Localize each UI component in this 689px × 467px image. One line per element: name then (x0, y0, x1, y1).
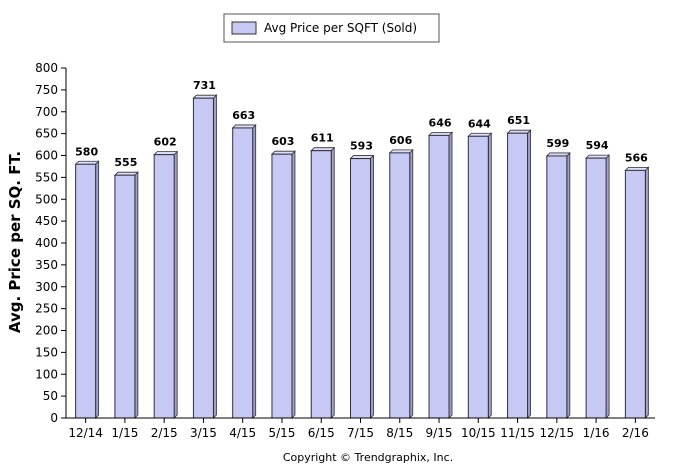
bar (271, 153, 293, 419)
bar-value-label: 593 (350, 140, 373, 153)
bar-group: 611 (310, 132, 336, 419)
bar (114, 174, 136, 419)
bar-group: 731 (192, 79, 218, 419)
bar (192, 97, 214, 419)
bar-group: 651 (506, 114, 532, 419)
bar-series: 580 555 602 731 663 603 611 593 606 646 644 651 599 5… (74, 79, 650, 419)
bar (585, 157, 607, 419)
y-tick-label: 200 (35, 324, 58, 338)
x-tick-label: 10/15 (461, 426, 496, 440)
legend-box (223, 13, 440, 43)
y-tick-label: 50 (43, 389, 58, 403)
y-tick-label: 750 (35, 83, 58, 97)
copyright-text: Copyright © Trendgraphix, Inc. (283, 451, 453, 464)
legend-swatch (231, 21, 257, 35)
x-tick-label: 8/15 (386, 426, 413, 440)
y-tick-label: 550 (35, 170, 58, 184)
x-tick-label: 4/15 (229, 426, 256, 440)
x-tick-label: 3/15 (190, 426, 217, 440)
x-tick-label: 1/15 (111, 426, 138, 440)
bar (624, 169, 646, 419)
bar (153, 154, 175, 419)
bar (310, 150, 332, 419)
y-tick-label: 0 (50, 411, 58, 425)
bar-value-label: 611 (311, 132, 334, 145)
x-tick-label: 12/14 (68, 426, 103, 440)
bar-group: 580 (74, 145, 100, 419)
bar (507, 132, 529, 419)
bar-value-label: 603 (271, 135, 294, 148)
bar-group: 602 (153, 136, 179, 419)
bar-value-label: 594 (586, 139, 609, 152)
bar-value-label: 646 (429, 116, 452, 129)
bar (350, 158, 371, 419)
legend-label: Avg Price per SQFT (Sold) (264, 21, 417, 35)
y-tick-label: 100 (35, 367, 58, 381)
y-tick-label: 450 (35, 214, 58, 228)
bar-value-label: 644 (468, 117, 491, 130)
bar-group: 606 (388, 134, 414, 419)
y-tick-label: 350 (35, 258, 58, 272)
x-tick-label: 5/15 (268, 426, 295, 440)
bar-group: 593 (349, 140, 375, 419)
bar-group: 555 (113, 156, 139, 419)
y-axis: 0 50 100 150 200 250 300 350 400 450 500 550 600 650 7… (35, 61, 67, 425)
legend: Avg Price per SQFT (Sold) (223, 13, 440, 43)
bar-group: 644 (467, 117, 493, 419)
bar (389, 152, 411, 419)
y-tick-label: 650 (35, 127, 58, 141)
bar-value-label: 602 (154, 136, 177, 149)
x-axis: 12/14 1/15 2/15 3/15 4/15 5/15 6/15 7/15 8/15 9/1… (66, 417, 655, 440)
y-tick-label: 150 (35, 345, 58, 359)
bar (428, 134, 450, 419)
x-tick-label: 2/16 (622, 426, 649, 440)
x-tick-label: 12/15 (540, 426, 575, 440)
y-tick-label: 500 (35, 192, 58, 206)
y-tick-label: 800 (35, 61, 58, 75)
bar (467, 135, 489, 419)
y-axis-title: Avg. Price per SQ. FT. (6, 151, 24, 333)
bar-value-label: 555 (114, 156, 137, 169)
bar-group: 646 (428, 116, 453, 419)
bar-group: 599 (545, 137, 571, 419)
bar-group: 603 (271, 135, 296, 419)
bar-value-label: 580 (75, 145, 98, 158)
y-tick-label: 250 (35, 302, 58, 316)
bar-value-label: 651 (507, 114, 530, 127)
bar-value-label: 566 (625, 151, 648, 164)
x-tick-label: 11/15 (500, 426, 535, 440)
bar-value-label: 663 (232, 109, 255, 122)
y-tick-label: 600 (35, 149, 58, 163)
bar (232, 127, 254, 419)
x-tick-label: 1/16 (583, 426, 610, 440)
bar-value-label: 731 (193, 79, 216, 92)
bar (75, 163, 97, 419)
y-tick-label: 300 (35, 280, 58, 294)
bar (546, 155, 568, 419)
bar-value-label: 606 (389, 134, 412, 147)
x-tick-label: 9/15 (426, 426, 453, 440)
bar-group: 663 (231, 109, 257, 419)
y-tick-label: 700 (35, 105, 58, 119)
bar-group: 594 (585, 139, 611, 419)
x-tick-label: 6/15 (308, 426, 335, 440)
bar-value-label: 599 (546, 137, 569, 150)
bar-group: 566 (624, 151, 650, 419)
x-tick-label: 7/15 (347, 426, 374, 440)
y-tick-label: 400 (35, 236, 58, 250)
x-tick-label: 2/15 (151, 426, 178, 440)
